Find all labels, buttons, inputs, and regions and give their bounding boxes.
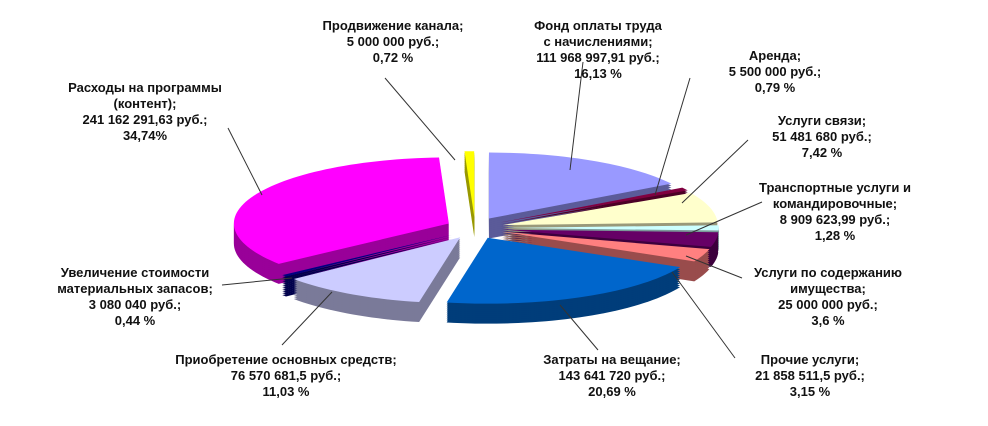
data-label-name: Услуги связи;	[777, 113, 867, 128]
data-label: Затраты на вещание; 143 641 720 руб.; 20,6…	[492, 352, 732, 400]
data-label-percent-label: 0,44 %	[114, 313, 156, 328]
data-label-percent-label: 20,69 %	[588, 384, 636, 399]
data-label-value: 21 858 511,5 руб.;	[755, 368, 865, 383]
data-label: Приобретение основных средств; 76 570 681…	[166, 352, 406, 400]
data-label-percent-label: 1,28 %	[814, 228, 856, 243]
data-label-name: Услуги по содержанию имущества;	[753, 265, 903, 296]
leader-line	[685, 201, 763, 236]
pie-slice-top	[233, 157, 449, 264]
data-label-percent-label: 7,42 %	[801, 145, 843, 160]
pie-slice-top	[502, 192, 718, 226]
data-label-value: 8 909 623,99 руб.;	[779, 212, 891, 227]
pie-slice-top	[503, 225, 719, 231]
data-label: Продвижение канала; 5 000 000 руб.; 0,72 %	[273, 18, 513, 66]
data-label: Услуги связи; 51 481 680 руб.; 7,42 %	[702, 113, 942, 161]
leader-line	[569, 61, 584, 171]
pie-slice	[233, 157, 449, 284]
data-label-percent-label: 3,15 %	[789, 384, 831, 399]
data-label: Аренда; 5 500 000 руб.; 0,79 %	[655, 48, 895, 96]
data-label-name: Расходы на программы (контент);	[68, 80, 222, 111]
pie-slice-top	[446, 237, 681, 304]
data-label: Увеличение стоимости материальных запасо…	[15, 265, 255, 329]
data-label: Услуги по содержанию имущества; 25 000 00…	[708, 265, 948, 329]
leader-line	[221, 277, 293, 286]
data-label-name: Приобретение основных средств;	[175, 352, 397, 367]
data-label: Фонд оплаты труда с начислениями; 111 968…	[478, 18, 718, 82]
data-label-name: Аренда;	[748, 48, 802, 63]
data-label-name: Фонд оплаты труда с начислениями;	[534, 18, 662, 49]
pie-slice-top	[293, 237, 461, 303]
data-label-percent-label: 16,13 %	[574, 66, 622, 81]
leader-line	[671, 271, 736, 359]
data-label-value: 3 080 040 руб.;	[88, 297, 182, 312]
data-label-value: 5 000 000 руб.;	[346, 34, 440, 49]
data-label-value: 143 641 720 руб.;	[558, 368, 666, 383]
data-label-percent-label: 0,79 %	[754, 80, 796, 95]
data-label-name: Транспортные услуги и командировочные;	[759, 180, 911, 211]
leader-line	[281, 291, 333, 346]
leader-line	[559, 304, 599, 351]
data-label-value: 51 481 680 руб.;	[772, 129, 872, 144]
data-label: Расходы на программы (контент); 241 162 2…	[25, 80, 265, 144]
pie-slice	[293, 237, 461, 323]
leader-line	[654, 77, 691, 196]
data-label-name: Увеличение стоимости материальных запасо…	[57, 265, 213, 296]
data-label: Транспортные услуги и командировочные; 8 …	[715, 180, 955, 244]
data-label-name: Прочие услуги;	[760, 352, 860, 367]
leader-line	[681, 139, 749, 204]
data-label-percent-label: 11,03 %	[262, 384, 310, 399]
data-label-value: 25 000 000 руб.;	[778, 297, 878, 312]
pie-slice	[488, 152, 672, 239]
data-label: Прочие услуги; 21 858 511,5 руб.; 3,15 %	[690, 352, 930, 400]
pie-slice-top	[282, 234, 453, 277]
pie-slice	[446, 237, 681, 324]
leader-line	[685, 255, 743, 279]
data-label-value: 111 968 997,91 руб.;	[536, 50, 660, 65]
pie-slice-top	[501, 231, 710, 262]
data-label-value: 5 500 000 руб.;	[728, 64, 822, 79]
data-label-name: Продвижение канала;	[322, 18, 464, 33]
leader-line	[384, 77, 456, 161]
pie-slice-top	[488, 152, 672, 219]
data-label-percent-label: 34,74%	[122, 128, 168, 143]
data-label-name: Затраты на вещание;	[543, 352, 681, 367]
data-label-value: 241 162 291,63 руб.;	[82, 112, 208, 127]
pie-slice-top	[499, 187, 688, 223]
data-label-value: 76 570 681,5 руб.;	[230, 368, 342, 383]
data-label-percent-label: 0,72 %	[372, 50, 414, 65]
pie-slice-top	[464, 151, 475, 218]
pie-slice-top	[503, 229, 719, 247]
pie-slice	[464, 151, 475, 238]
data-label-percent-label: 3,6 %	[811, 313, 845, 328]
leader-line	[227, 127, 263, 196]
